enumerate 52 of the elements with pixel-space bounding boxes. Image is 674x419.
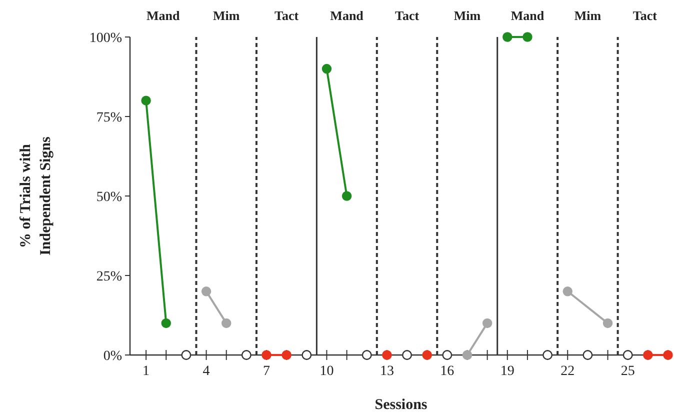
text: Mim [574, 8, 602, 23]
text: Mand [510, 8, 545, 23]
x-tick-label: 25 [620, 364, 635, 379]
x-tick-label: 13 [380, 364, 394, 379]
y-tick-label: 75% [96, 110, 122, 126]
text: Mim [454, 8, 481, 23]
x-tick-label: 7 [263, 364, 270, 379]
point [382, 350, 392, 360]
point [141, 96, 151, 106]
y-tick-label: 25% [96, 269, 122, 284]
point [582, 350, 593, 360]
point [362, 350, 372, 360]
point [302, 350, 312, 360]
point [221, 318, 232, 328]
text: Tact [632, 8, 658, 23]
point [161, 318, 172, 328]
point [322, 64, 332, 74]
y-axis-title: % of Trials with Independent Signs [18, 136, 54, 256]
text: Mand [146, 8, 181, 23]
point [502, 32, 512, 42]
point [422, 350, 432, 360]
text: Mim [212, 8, 240, 23]
point [462, 350, 472, 360]
text: Tact [394, 8, 420, 23]
point [241, 350, 252, 360]
point [542, 350, 553, 360]
text: Mand [330, 8, 364, 23]
point [282, 350, 292, 360]
point [562, 286, 572, 296]
point [622, 350, 633, 360]
y-tick-label: 100% [89, 30, 122, 46]
point [442, 350, 452, 360]
x-tick-label: 1 [142, 364, 150, 379]
point [262, 350, 272, 360]
point [663, 350, 673, 360]
point [342, 191, 352, 201]
text: Tact [274, 8, 300, 23]
point [181, 350, 192, 360]
x-tick-label: 19 [500, 364, 514, 379]
point [602, 318, 613, 328]
point [201, 286, 212, 296]
point [482, 318, 492, 328]
x-tick-label: 22 [560, 364, 575, 379]
y-tick-label: 50% [96, 190, 122, 205]
x-tick-label: 16 [440, 364, 454, 379]
x-tick-label: 10 [320, 364, 334, 379]
point [522, 32, 532, 42]
x-axis-title: Sessions [374, 397, 428, 413]
y-tick-label: 0% [103, 348, 122, 364]
point [402, 350, 412, 360]
point [643, 350, 653, 360]
x-tick-label: 4 [202, 364, 210, 379]
